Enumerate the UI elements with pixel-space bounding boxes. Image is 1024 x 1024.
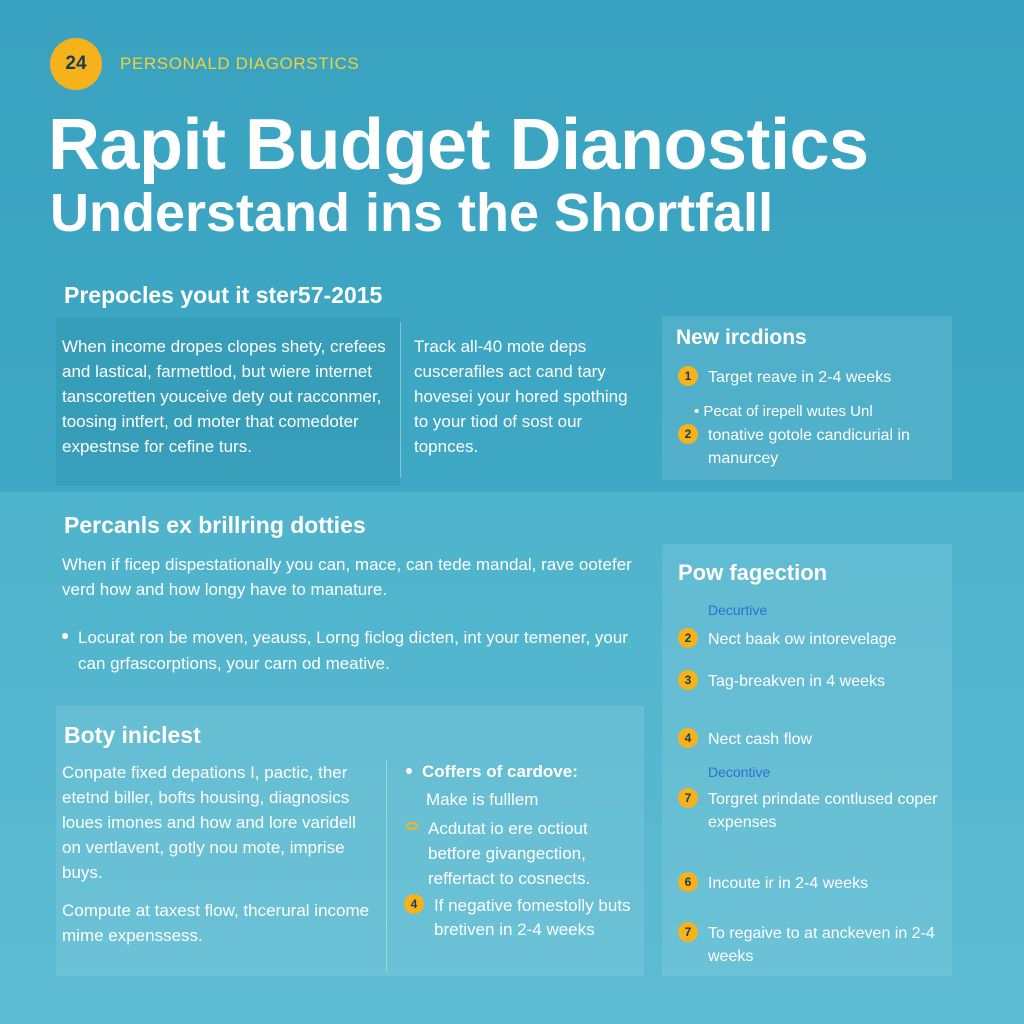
pow-fagection-sublabel-1: Decurtive	[708, 602, 768, 618]
pow-fagection-item-text: To regaive to at anckeven in 2-4 weeks	[708, 925, 935, 965]
pow-fagection-item: 3 Tag-breakven in 4 weeks	[678, 670, 944, 693]
step-number-icon: 4	[678, 728, 698, 748]
boty-panel	[56, 706, 644, 976]
prepocles-col2-text: Track all-40 mote deps cuscerafiles act …	[414, 337, 628, 456]
pow-fagection-item-text: Nect baak ow intorevelage	[708, 631, 897, 648]
new-ircdions-item-2-text: tonative gotole candicurial in manurcey	[708, 427, 910, 467]
bullet-dot-icon	[406, 768, 412, 774]
new-ircdions-bullet: • Pecat of irepell wutes Unl	[694, 400, 944, 423]
bottom-band	[0, 492, 1024, 1024]
new-ircdions-panel	[662, 316, 952, 480]
percanls-bullet: Locurat ron be moven, yeauss, Lorng ficl…	[62, 625, 632, 677]
new-ircdions-bullet-text: • Pecat of irepell wutes Unl	[694, 403, 873, 420]
boty-right-item-2-text: Acdutat io ere octiout betfore givangect…	[428, 819, 591, 888]
boty-paragraph-1: Conpate fixed depations I, pactic, ther …	[62, 763, 356, 882]
pow-fagection-item-text: Torgret prindate contlused coper expense…	[708, 791, 938, 831]
pow-fagection-item: 7 To regaive to at anckeven in 2-4 weeks	[678, 922, 944, 968]
boty-right-item-1-title: Coffers of cardove:	[422, 762, 578, 781]
pow-fagection-item: 4 Nect cash flow	[678, 728, 944, 751]
step-number-icon: 4	[404, 894, 424, 914]
new-ircdions-heading: New ircdions	[676, 326, 807, 349]
section-heading-boty: Boty iniclest	[64, 722, 201, 748]
pow-fagection-sublabel-2: Decontive	[708, 764, 771, 780]
percanls-paragraph: When if ficep dispestationally you can, …	[62, 555, 632, 599]
pow-fagection-item-text: Incoute ir in 2-4 weeks	[708, 875, 869, 892]
column-divider	[400, 322, 401, 478]
step-number-icon: 2	[678, 628, 698, 648]
prepocles-col1-text: When income dropes clopes shety, crefees…	[62, 337, 386, 456]
section-heading-prepocles: Prepocles yout it ster57-2015	[64, 282, 383, 308]
percanls-bullet-text: Locurat ron be moven, yeauss, Lorng ficl…	[78, 628, 628, 673]
step-number-icon: 3	[678, 670, 698, 690]
pow-fagection-item-text: Tag-breakven in 4 weeks	[708, 673, 885, 690]
boty-paragraph-2: Compute at taxest flow, thcerural income…	[62, 901, 370, 945]
step-number-icon: 2	[678, 424, 698, 444]
page-title: Rapit Budget Dianostics	[48, 105, 869, 185]
boty-right-item-1-sub: Make is fulllem	[426, 790, 539, 809]
top-band	[0, 0, 1024, 492]
prepocles-panel-left	[56, 318, 400, 486]
boty-right-item-2: Acdutat io ere octiout betfore givangect…	[406, 816, 636, 891]
step-number-icon: 7	[678, 922, 698, 942]
section-heading-percanls: Percanls ex brillring dotties	[64, 512, 366, 538]
pow-fagection-item: 6 Incoute ir in 2-4 weeks	[678, 872, 944, 895]
boty-divider	[386, 760, 387, 972]
pow-fagection-panel	[662, 544, 952, 976]
pow-fagection-item: 2 Nect baak ow intorevelage	[678, 628, 944, 651]
pow-fagection-heading: Pow fagection	[678, 560, 828, 585]
boty-right-item-3-text: If negative fomestolly buts bretiven in …	[434, 896, 631, 939]
pow-fagection-item: 7 Torgret prindate contlused coper expen…	[678, 788, 944, 834]
step-number-icon: 7	[678, 788, 698, 808]
step-number-icon: 1	[678, 366, 698, 386]
page-number-badge: 24	[50, 38, 102, 90]
new-ircdions-item-2: 2 tonative gotole candicurial in manurce…	[678, 424, 944, 470]
new-ircdions-item-1: 1 Target reave in 2-4 weeks	[678, 366, 944, 389]
eyebrow-label: PERSONALD DIAGORSTICS	[120, 54, 360, 73]
boty-right-item-1: Coffers of cardove:	[406, 760, 636, 783]
page-subtitle: Understand ins the Shortfall	[50, 183, 774, 243]
bullet-dot-icon	[62, 633, 68, 639]
new-ircdions-item-1-text: Target reave in 2-4 weeks	[708, 369, 892, 386]
ring-bullet-icon	[406, 822, 418, 830]
pow-fagection-item-text: Nect cash flow	[708, 731, 813, 748]
boty-right-item-3: 4 If negative fomestolly buts bretiven i…	[404, 894, 636, 942]
step-number-icon: 6	[678, 872, 698, 892]
